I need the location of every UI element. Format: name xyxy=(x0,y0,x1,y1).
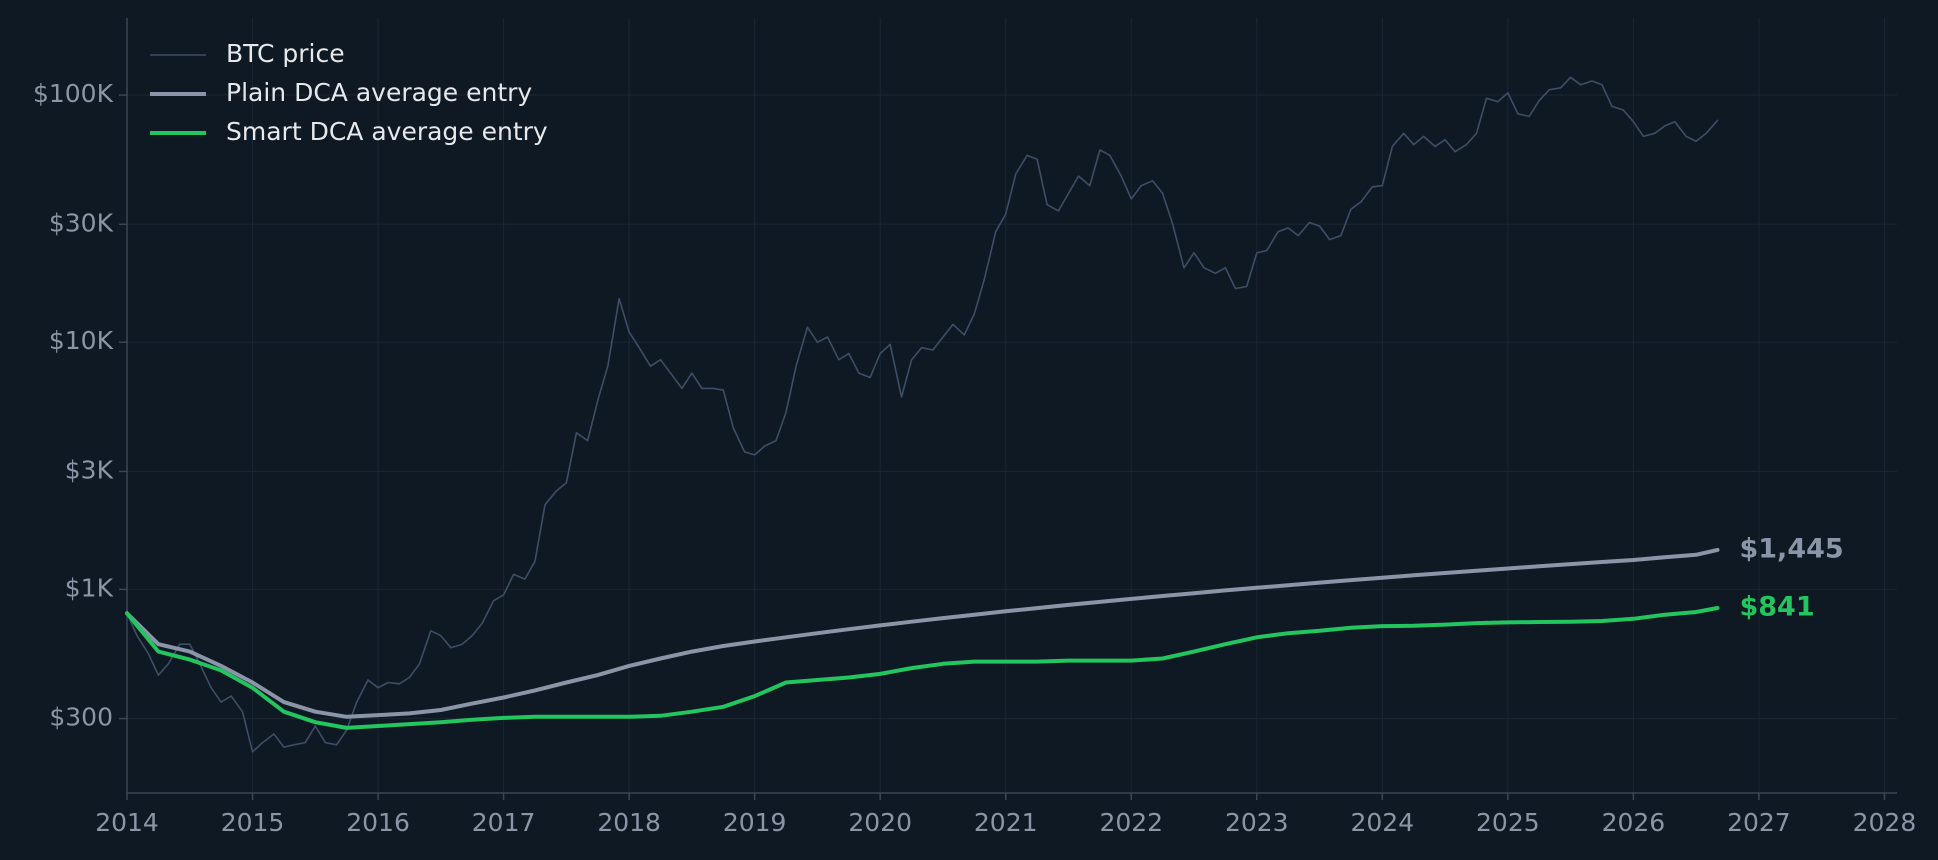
series-line xyxy=(125,606,1720,730)
series-line xyxy=(125,547,1720,719)
x-tick-label: 2027 xyxy=(1727,808,1791,837)
y-tick-label: $3K xyxy=(65,455,114,484)
x-tick-label: 2021 xyxy=(974,808,1038,837)
x-tick-label: 2028 xyxy=(1853,808,1917,837)
legend-label: BTC price xyxy=(226,39,345,68)
x-tick-label: 2014 xyxy=(95,808,159,837)
x-tick-label: 2018 xyxy=(597,808,661,837)
x-tick-label: 2024 xyxy=(1351,808,1415,837)
legend-label: Smart DCA average entry xyxy=(226,117,548,146)
x-tick-label: 2026 xyxy=(1602,808,1666,837)
y-tick-label: $1K xyxy=(65,573,114,602)
x-tick-label: 2025 xyxy=(1476,808,1540,837)
end-label: $1,445 xyxy=(1739,533,1843,564)
x-tick-label: 2023 xyxy=(1225,808,1289,837)
y-tick-label: $300 xyxy=(49,703,113,732)
y-tick-label: $30K xyxy=(49,208,114,237)
legend-label: Plain DCA average entry xyxy=(226,78,532,107)
x-tick-label: 2017 xyxy=(472,808,536,837)
y-tick-label: $100K xyxy=(33,79,114,108)
series-line xyxy=(126,76,1719,753)
end-label: $841 xyxy=(1739,591,1814,622)
y-tick-label: $10K xyxy=(49,326,114,355)
x-tick-label: 2015 xyxy=(221,808,285,837)
x-tick-label: 2019 xyxy=(723,808,787,837)
x-tick-label: 2022 xyxy=(1099,808,1163,837)
x-tick-label: 2020 xyxy=(848,808,912,837)
x-tick-label: 2016 xyxy=(346,808,410,837)
